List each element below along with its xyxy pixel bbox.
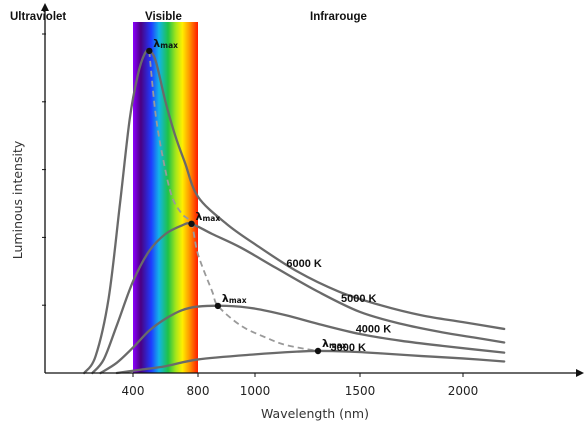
series-line-6000k: [83, 49, 506, 375]
series-line-5000k: [91, 222, 506, 375]
series-line-4000k: [99, 304, 506, 375]
x-tick-label-800: 800: [187, 384, 210, 398]
peak-dot-6000k: [146, 47, 153, 55]
series-label-6000k: 6000 K: [286, 258, 322, 270]
region-label-visible: Visible: [145, 11, 182, 23]
peak-label-3000k: λmax: [322, 337, 347, 350]
visible-spectrum-band: [133, 22, 198, 373]
peak-label-5000k: λmax: [196, 210, 221, 223]
peak-wavelength-dashed-curve: [148, 50, 319, 352]
peak-dot-5000k: [188, 220, 195, 227]
x-axis-title: Wavelength (nm): [261, 406, 369, 421]
peak-label-4000k: λmax: [222, 292, 247, 305]
series-line-3000k: [115, 349, 506, 375]
peak-label-6000k: λmax: [153, 37, 178, 50]
peak-dot-4000k: [214, 302, 222, 310]
x-tick-label-2000: 2000: [448, 384, 479, 398]
region-label-infrared: Infrarouge: [310, 11, 367, 23]
series-label-5000k: 5000 K: [341, 293, 377, 305]
series-label-3000k: 3000 K: [331, 342, 367, 354]
y-axis-title: Luminous intensity: [10, 140, 25, 259]
region-label-ultraviolet: Ultraviolet: [10, 11, 66, 23]
x-tick-label-400: 400: [122, 384, 145, 398]
x-tick-label-1500: 1500: [345, 384, 376, 398]
x-tick-label-1000: 1000: [240, 384, 271, 398]
peak-dot-3000k: [314, 347, 322, 355]
series-label-4000k: 4000 K: [356, 324, 392, 336]
